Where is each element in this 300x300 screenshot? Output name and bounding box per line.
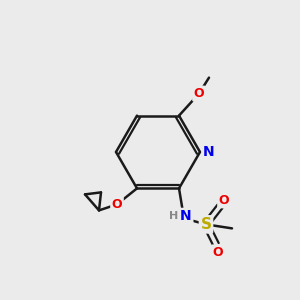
Text: O: O (194, 87, 204, 100)
Text: H: H (169, 212, 178, 221)
Text: O: O (219, 194, 229, 207)
Text: S: S (200, 217, 211, 232)
Text: O: O (112, 198, 122, 211)
Text: N: N (180, 209, 192, 224)
Text: N: N (203, 145, 215, 159)
Text: O: O (213, 246, 223, 259)
